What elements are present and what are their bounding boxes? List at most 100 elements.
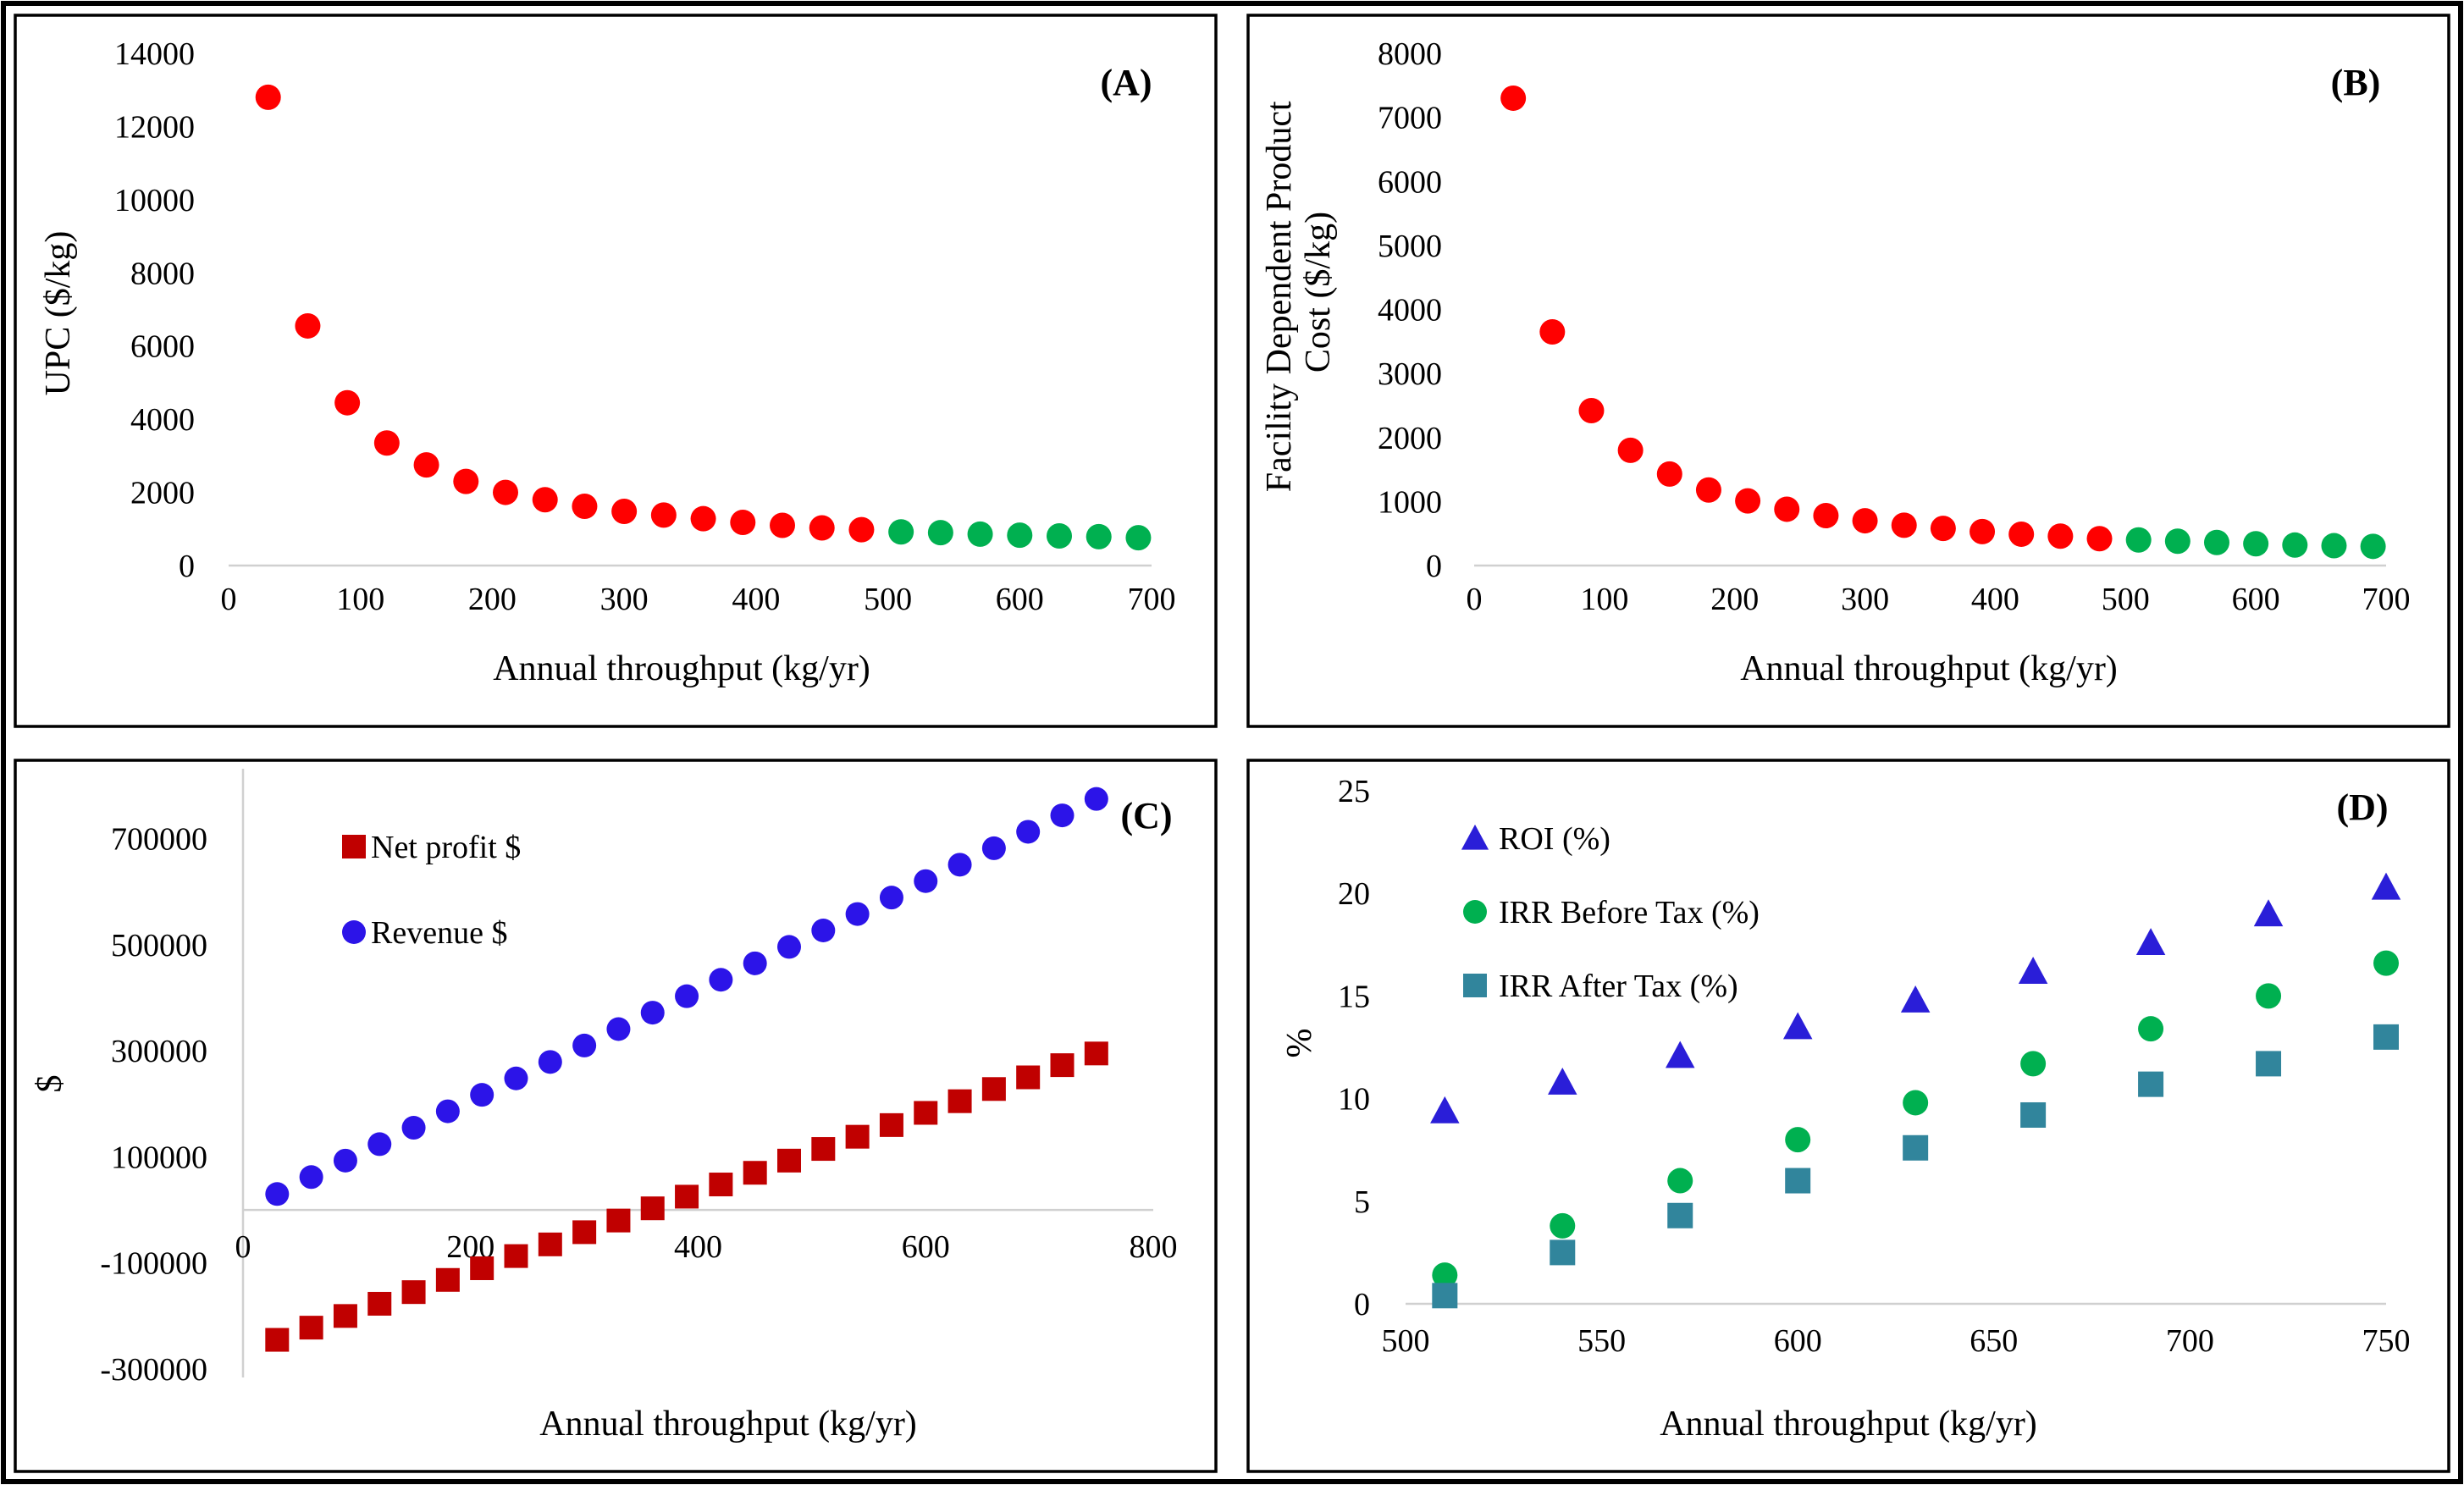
panel-b-point-profitable <box>2321 533 2347 559</box>
panel-a-y-tick-label: 6000 <box>130 329 195 365</box>
panel-d-y-tick-label: 5 <box>1354 1184 1370 1220</box>
panel-a-point-profitable <box>927 520 953 546</box>
panel-a-y-tick-label: 12000 <box>114 109 195 145</box>
panel-c-x-tick-label: 600 <box>902 1229 950 1265</box>
panel-d-x-tick-label: 500 <box>1382 1323 1430 1359</box>
panel-d-legend: ROI (%) IRR Before Tax (%) IRR After Tax (… <box>1461 821 1760 1004</box>
panel-c-point-revenue <box>743 951 767 975</box>
panel-a-x-tick-label: 0 <box>221 582 237 617</box>
panel-c-point-revenue <box>1084 787 1108 811</box>
panel-a-y-tick-label: 14000 <box>114 36 195 72</box>
panel-c-y-axis-title: $ <box>30 1075 69 1093</box>
panel-a-point-unprofitable <box>453 468 479 494</box>
panel-a-marks <box>255 84 1152 551</box>
panel-c-point-net-profit <box>981 1077 1006 1101</box>
panel-a-point-unprofitable <box>848 516 875 543</box>
panel-c-point-net-profit <box>572 1220 597 1245</box>
panel-a-point-profitable <box>1086 523 1112 549</box>
panel-d-x-tick-label: 600 <box>1774 1323 1822 1359</box>
panel-b-point-profitable <box>2203 529 2229 555</box>
panel-c-point-revenue <box>640 1001 665 1025</box>
panel-d-ticks: 0 5 10 15 20 25 500 550 600 650 700 750 <box>1338 774 2411 1359</box>
panel-b-y-tick-label: 2000 <box>1378 421 1442 456</box>
panel-a-x-tick-label: 400 <box>732 582 780 617</box>
panel-d-point-irr-after-tax <box>1667 1202 1693 1228</box>
panel-b-point-unprofitable <box>1656 461 1682 487</box>
panel-c-point-revenue <box>265 1182 290 1206</box>
panel-d-point-irr-after-tax <box>2138 1071 2164 1097</box>
panel-b-point-unprofitable <box>1970 518 1996 544</box>
panel-b: 0 1000 2000 3000 4000 5000 6000 7000 8000 0 100 200… <box>1246 14 2450 728</box>
panel-a-y-tick-label: 0 <box>179 549 195 584</box>
panel-d-x-tick-label: 700 <box>2166 1323 2214 1359</box>
panel-c-legend-label-net-profit: Net profit $ <box>371 830 521 865</box>
panel-a-point-unprofitable <box>572 493 598 519</box>
panel-a-point-profitable <box>1007 522 1033 549</box>
panel-c-point-net-profit <box>1016 1065 1041 1090</box>
panel-c-x-axis-title: Annual throughput (kg/yr) <box>539 1405 917 1444</box>
panel-a-point-profitable <box>888 519 914 545</box>
panel-b-x-tick-label: 400 <box>1971 582 2019 617</box>
panel-d-point-irr-after-tax <box>2373 1024 2399 1050</box>
panel-a-point-profitable <box>967 521 993 547</box>
panel-c-point-net-profit <box>914 1101 938 1125</box>
panel-b-y-tick-label: 0 <box>1426 549 1442 584</box>
panel-a-point-unprofitable <box>809 515 835 541</box>
panel-a-label: (A) <box>1100 62 1152 103</box>
panel-d-point-irr-before-tax <box>2256 983 2282 1009</box>
panel-a-x-tick-label: 700 <box>1128 582 1176 617</box>
panel-c-point-revenue <box>504 1066 528 1090</box>
panel-a-point-unprofitable <box>770 512 795 538</box>
panel-a-point-unprofitable <box>334 389 361 416</box>
panel-b-y-tick-label: 4000 <box>1378 293 1442 328</box>
panel-d-x-tick-label: 750 <box>2362 1323 2411 1359</box>
panel-c-point-revenue <box>947 853 972 877</box>
panel-d-point-roi <box>2135 928 2166 956</box>
panel-b-y-axis-title-line-1: Facility Dependent Product <box>1260 101 1299 492</box>
panel-c-y-tick-label: 700000 <box>111 822 207 858</box>
panel-b-marks <box>1500 85 2386 560</box>
panel-c-point-net-profit <box>743 1161 767 1185</box>
panel-d-point-irr-before-tax <box>1432 1262 1458 1289</box>
panel-b-y-tick-label: 1000 <box>1378 484 1442 520</box>
panel-c-point-net-profit <box>367 1291 392 1316</box>
panel-a-y-tick-label: 4000 <box>130 402 195 438</box>
panel-a-x-tick-label: 100 <box>336 582 384 617</box>
panel-d-point-irr-after-tax <box>2020 1101 2047 1128</box>
panel-c-point-revenue <box>879 886 903 910</box>
panel-c-point-net-profit <box>947 1089 972 1113</box>
panel-b-label: (B) <box>2331 62 2381 103</box>
panel-d-y-axis-title: % <box>1280 1029 1319 1058</box>
panel-c-point-net-profit <box>538 1232 562 1256</box>
panel-d-legend-label-roi: ROI (%) <box>1499 821 1610 857</box>
panel-b-y-axis-title: Facility Dependent Product Cost ($/kg) <box>1260 92 1338 492</box>
panel-b-point-unprofitable <box>2047 523 2074 549</box>
panel-d-legend-label-irr-before-tax: IRR Before Tax (%) <box>1499 895 1760 930</box>
panel-d-y-tick-label: 0 <box>1354 1287 1370 1322</box>
panel-c-legend-marker-revenue <box>342 920 366 944</box>
panel-c-point-revenue <box>606 1017 631 1041</box>
panel-a-point-profitable <box>1125 525 1152 551</box>
panel-d-y-tick-label: 25 <box>1338 774 1370 809</box>
panel-b-x-tick-label: 100 <box>1580 582 1628 617</box>
panel-d-point-irr-before-tax <box>1550 1212 1576 1239</box>
panel-c-point-net-profit <box>299 1316 323 1340</box>
panel-a-point-unprofitable <box>413 452 439 478</box>
panel-b-y-tick-label: 7000 <box>1378 101 1442 136</box>
panel-b-y-tick-label: 3000 <box>1378 356 1442 392</box>
panel-d-point-irr-after-tax <box>1785 1168 1811 1194</box>
panel-d-point-roi <box>1900 985 1931 1013</box>
panel-c-point-revenue <box>435 1099 460 1123</box>
panel-c-point-net-profit <box>504 1244 528 1268</box>
panel-d-y-tick-label: 10 <box>1338 1082 1370 1118</box>
panel-b-point-unprofitable <box>1930 516 1956 542</box>
panel-c-point-revenue <box>675 984 699 1008</box>
panel-c-point-revenue <box>333 1148 357 1173</box>
panel-d-point-roi <box>1548 1067 1577 1095</box>
panel-d-point-irr-after-tax <box>1432 1283 1458 1309</box>
panel-c-legend: Net profit $ Revenue $ <box>342 830 521 951</box>
panel-c-point-revenue <box>299 1165 323 1190</box>
panel-c-point-net-profit <box>1084 1041 1108 1066</box>
